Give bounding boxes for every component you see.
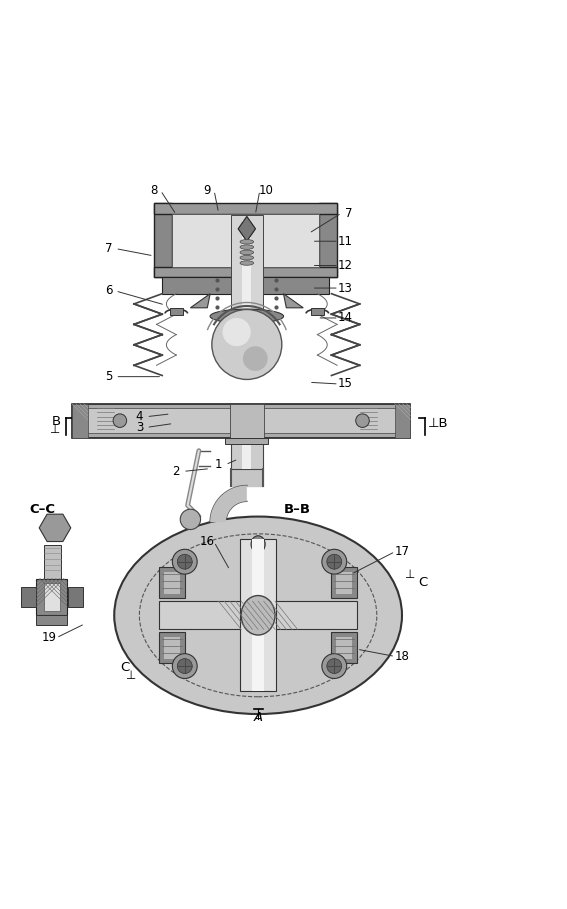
Text: 8: 8 bbox=[150, 184, 158, 197]
Text: 15: 15 bbox=[338, 377, 353, 391]
Ellipse shape bbox=[251, 535, 265, 553]
Polygon shape bbox=[154, 204, 337, 214]
Text: 18: 18 bbox=[395, 650, 409, 663]
Polygon shape bbox=[191, 294, 210, 308]
Polygon shape bbox=[242, 437, 251, 469]
FancyBboxPatch shape bbox=[395, 404, 411, 437]
Circle shape bbox=[180, 509, 201, 530]
Text: C: C bbox=[120, 661, 129, 674]
FancyBboxPatch shape bbox=[172, 214, 319, 266]
FancyBboxPatch shape bbox=[170, 308, 183, 315]
FancyBboxPatch shape bbox=[159, 567, 185, 598]
Text: 16: 16 bbox=[200, 535, 215, 548]
Text: 17: 17 bbox=[395, 545, 409, 558]
Polygon shape bbox=[231, 437, 263, 469]
Circle shape bbox=[327, 659, 342, 674]
Text: 1: 1 bbox=[215, 458, 222, 471]
Ellipse shape bbox=[240, 255, 253, 260]
Polygon shape bbox=[154, 204, 172, 276]
Polygon shape bbox=[210, 485, 247, 522]
FancyBboxPatch shape bbox=[36, 579, 67, 615]
Circle shape bbox=[356, 414, 369, 427]
Text: 4: 4 bbox=[136, 410, 143, 424]
Text: 5: 5 bbox=[105, 370, 112, 383]
Text: 3: 3 bbox=[136, 421, 143, 434]
Text: C–C: C–C bbox=[29, 504, 55, 516]
FancyBboxPatch shape bbox=[332, 567, 357, 598]
Circle shape bbox=[172, 549, 197, 574]
FancyBboxPatch shape bbox=[311, 308, 324, 315]
Ellipse shape bbox=[240, 261, 253, 265]
Text: 12: 12 bbox=[338, 259, 353, 272]
Circle shape bbox=[172, 654, 197, 678]
Circle shape bbox=[223, 318, 251, 346]
Text: ⊥B: ⊥B bbox=[428, 417, 448, 430]
Text: ⊥: ⊥ bbox=[126, 669, 136, 682]
Circle shape bbox=[177, 554, 192, 569]
Ellipse shape bbox=[240, 240, 253, 244]
Polygon shape bbox=[252, 539, 264, 692]
Polygon shape bbox=[319, 204, 337, 276]
Ellipse shape bbox=[240, 250, 253, 255]
FancyBboxPatch shape bbox=[159, 633, 185, 664]
Polygon shape bbox=[240, 539, 276, 692]
FancyBboxPatch shape bbox=[72, 404, 88, 437]
Circle shape bbox=[212, 309, 282, 379]
Text: C: C bbox=[418, 575, 427, 588]
Polygon shape bbox=[162, 276, 329, 294]
Polygon shape bbox=[39, 514, 71, 542]
Polygon shape bbox=[154, 266, 337, 276]
Text: 2: 2 bbox=[172, 464, 180, 478]
Text: 7: 7 bbox=[105, 242, 112, 255]
Polygon shape bbox=[159, 601, 357, 629]
Circle shape bbox=[113, 414, 126, 427]
Polygon shape bbox=[238, 216, 256, 241]
Circle shape bbox=[177, 659, 192, 674]
FancyBboxPatch shape bbox=[230, 404, 264, 437]
FancyBboxPatch shape bbox=[86, 408, 396, 433]
Text: 14: 14 bbox=[338, 312, 353, 325]
FancyBboxPatch shape bbox=[44, 544, 61, 579]
FancyBboxPatch shape bbox=[36, 615, 67, 625]
Ellipse shape bbox=[240, 245, 253, 249]
Text: A: A bbox=[253, 711, 263, 724]
Polygon shape bbox=[68, 587, 83, 607]
Text: 7: 7 bbox=[345, 206, 352, 219]
Text: 13: 13 bbox=[338, 282, 353, 295]
FancyBboxPatch shape bbox=[332, 633, 357, 664]
Text: 19: 19 bbox=[42, 632, 57, 644]
Circle shape bbox=[322, 654, 346, 678]
FancyBboxPatch shape bbox=[164, 572, 180, 594]
Ellipse shape bbox=[241, 595, 275, 635]
Text: 10: 10 bbox=[259, 184, 274, 197]
Polygon shape bbox=[231, 215, 263, 314]
Polygon shape bbox=[21, 587, 36, 607]
Circle shape bbox=[327, 554, 342, 569]
Ellipse shape bbox=[114, 516, 402, 714]
FancyBboxPatch shape bbox=[164, 636, 180, 659]
Text: ⊥: ⊥ bbox=[405, 568, 416, 581]
FancyBboxPatch shape bbox=[336, 636, 352, 659]
Text: 9: 9 bbox=[204, 184, 211, 197]
Circle shape bbox=[322, 549, 346, 574]
Polygon shape bbox=[242, 220, 251, 308]
Text: B–B: B–B bbox=[284, 503, 311, 515]
Circle shape bbox=[243, 346, 268, 371]
Text: ⊥: ⊥ bbox=[50, 424, 61, 436]
FancyBboxPatch shape bbox=[44, 583, 60, 611]
Polygon shape bbox=[284, 294, 303, 308]
Text: B: B bbox=[52, 415, 61, 428]
FancyBboxPatch shape bbox=[72, 404, 411, 437]
Ellipse shape bbox=[210, 309, 284, 324]
FancyBboxPatch shape bbox=[226, 437, 268, 445]
FancyBboxPatch shape bbox=[336, 572, 352, 594]
Text: 6: 6 bbox=[105, 285, 112, 297]
Text: 11: 11 bbox=[338, 235, 353, 248]
